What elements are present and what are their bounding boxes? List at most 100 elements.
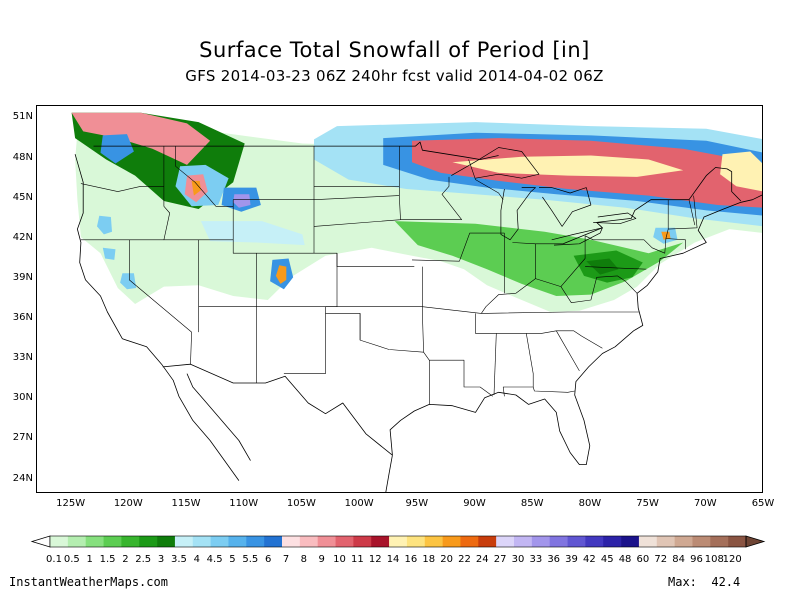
legend-swatch bbox=[353, 536, 372, 547]
state-boundary-33 bbox=[688, 199, 696, 226]
snowfall-region-22 bbox=[200, 221, 305, 246]
max-label: Max: bbox=[668, 575, 697, 589]
legend-outline bbox=[49, 535, 747, 548]
legend-swatch bbox=[603, 536, 622, 547]
legend-swatch bbox=[638, 536, 658, 547]
state-boundary-13 bbox=[313, 146, 401, 227]
legend-label: 11 bbox=[351, 554, 364, 565]
legend-label: 2 bbox=[122, 554, 129, 565]
lat-tick-label: 45N bbox=[12, 191, 33, 203]
legend-arrow-high bbox=[745, 535, 766, 548]
legend-swatch bbox=[567, 536, 586, 547]
state-boundary-17 bbox=[325, 313, 424, 353]
legend-label: 24 bbox=[475, 554, 489, 565]
legend-swatch bbox=[531, 536, 550, 547]
legend-swatch bbox=[389, 536, 408, 547]
lake-outline-4 bbox=[593, 212, 637, 225]
lake-outline-2 bbox=[539, 187, 592, 227]
snowfall-map bbox=[71, 112, 762, 492]
lon-tick-label: 95W bbox=[405, 498, 429, 509]
lon-tick-label: 100W bbox=[344, 498, 374, 509]
state-boundary-30 bbox=[584, 199, 669, 254]
legend-label: 96 bbox=[690, 554, 703, 565]
legend-swatch bbox=[157, 536, 176, 547]
snowfall-region-24 bbox=[661, 231, 671, 240]
coastline-3 bbox=[385, 455, 393, 492]
legend-label: 30 bbox=[511, 554, 525, 565]
legend-label: 5 bbox=[229, 554, 236, 565]
lat-tick-label: 51N bbox=[12, 111, 33, 123]
national-border-2 bbox=[162, 363, 393, 456]
state-boundary-21 bbox=[502, 333, 534, 397]
legend-label: 14 bbox=[386, 554, 400, 565]
legend-swatch bbox=[496, 536, 515, 547]
legend-swatch bbox=[549, 536, 568, 547]
legend-swatch bbox=[192, 536, 211, 547]
legend-swatch bbox=[264, 536, 283, 547]
legend-swatch bbox=[514, 536, 533, 547]
site-credit: InstantWeatherMaps.com bbox=[9, 575, 168, 589]
state-boundary-10 bbox=[283, 253, 338, 374]
state-boundary-35 bbox=[441, 176, 462, 220]
state-boundary-22 bbox=[532, 386, 575, 393]
legend-label: 1.5 bbox=[99, 554, 116, 565]
color-legend-bar bbox=[30, 535, 766, 548]
state-boundary-16 bbox=[422, 266, 493, 397]
legend-label: 5.5 bbox=[242, 554, 259, 565]
legend-label: 0.1 bbox=[46, 554, 62, 565]
lon-tick-label: 85W bbox=[520, 498, 544, 509]
snowfall-region-14 bbox=[191, 180, 201, 196]
lat-tick-label: 36N bbox=[12, 312, 33, 324]
lon-tick-label: 65W bbox=[751, 498, 775, 509]
legend-label: 20 bbox=[440, 554, 453, 565]
legend-label: 22 bbox=[458, 554, 471, 565]
legend-label: 120 bbox=[722, 554, 742, 565]
legend-swatch bbox=[656, 536, 675, 547]
legend-label: 9 bbox=[318, 554, 325, 565]
state-boundary-34 bbox=[468, 159, 504, 200]
legend-label: 72 bbox=[654, 554, 668, 565]
map-subtitle: GFS 2014-03-23 06Z 240hr fcst valid 2014… bbox=[185, 67, 604, 85]
legend-label: 12 bbox=[368, 554, 382, 565]
lat-tick-label: 24N bbox=[12, 472, 33, 484]
snowfall-region-8 bbox=[720, 151, 762, 192]
lon-tick-label: 115W bbox=[171, 498, 201, 509]
legend-label: 84 bbox=[672, 554, 685, 565]
state-boundary-19 bbox=[475, 313, 603, 349]
legend-swatch bbox=[210, 536, 229, 547]
legend-label: 33 bbox=[529, 554, 543, 565]
legend-swatch bbox=[139, 536, 158, 547]
legend-label: 4.5 bbox=[206, 554, 223, 565]
lon-tick-label: 110W bbox=[229, 498, 259, 509]
legend-label: 4 bbox=[193, 554, 200, 565]
coastline-0 bbox=[74, 154, 240, 481]
state-boundary-11 bbox=[313, 195, 400, 200]
lake-outline-1 bbox=[500, 187, 536, 241]
state-boundary-32 bbox=[668, 195, 698, 230]
state-boundary-29 bbox=[585, 266, 647, 270]
map-panel bbox=[36, 105, 763, 493]
snowfall-region-20 bbox=[102, 247, 116, 260]
lon-tick-label: 120W bbox=[113, 498, 143, 509]
state-boundary-20 bbox=[493, 333, 497, 396]
legend-swatch bbox=[174, 536, 194, 547]
legend-label: 27 bbox=[493, 554, 507, 565]
legend-swatch bbox=[371, 536, 390, 547]
legend-swatch bbox=[710, 536, 729, 547]
legend-swatch bbox=[246, 536, 265, 547]
legend-label: 39 bbox=[565, 554, 578, 565]
state-boundary-27 bbox=[512, 242, 536, 245]
state-boundary-28 bbox=[560, 275, 638, 303]
lat-tick-label: 48N bbox=[12, 151, 33, 163]
snowfall-region-19 bbox=[97, 215, 112, 235]
lon-tick-label: 75W bbox=[636, 498, 659, 509]
legend-arrow-low bbox=[30, 535, 51, 548]
max-value-readout: Max: 42.4 bbox=[668, 575, 740, 589]
lake-outline-0 bbox=[451, 147, 540, 179]
map-title: Surface Total Snowfall of Period [in] bbox=[199, 38, 590, 62]
state-boundary-1 bbox=[80, 183, 164, 192]
legend-label: 8 bbox=[300, 554, 308, 565]
legend-label: 7 bbox=[282, 554, 290, 565]
legend-swatch bbox=[406, 536, 426, 547]
snowfall-region-3 bbox=[586, 258, 619, 275]
